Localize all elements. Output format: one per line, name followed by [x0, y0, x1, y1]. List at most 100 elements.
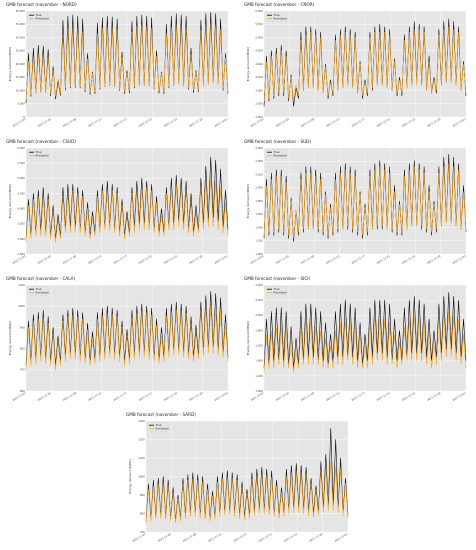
x-tick-label: 2021-11-09 — [300, 254, 315, 265]
x-tick-label: 2021-11-01 — [131, 532, 146, 543]
y-tick-label: 1200 — [138, 437, 145, 441]
y-tick-label: 1,000 — [255, 389, 263, 393]
legend-label: Predicted — [274, 154, 287, 158]
y-tick-label: 800 — [20, 347, 25, 351]
x-tick-label: 2021-11-25 — [283, 532, 298, 543]
y-tick-label: 800 — [140, 511, 145, 515]
legend-box — [27, 12, 48, 22]
y-tick-label: 1,400 — [255, 225, 263, 229]
legend-label: Predicted — [36, 154, 49, 158]
legend-label: Predicted — [156, 427, 169, 431]
chart-title: GMB forecast (november - CNOR) — [244, 2, 315, 7]
chart-cnor: 2,000 2,500 3,000 3,500 4,000 4,500 5,000 5,500… — [246, 9, 467, 128]
x-tick-label: 2021-11-09 — [62, 117, 77, 128]
y-tick-label: 1300 — [138, 419, 145, 423]
y-tick-label: 3,000 — [255, 88, 263, 92]
x-tick-label: 2021-11-13 — [325, 254, 340, 265]
legend-label: Predicted — [274, 17, 287, 21]
x-tick-label: 2021-11-21 — [376, 391, 391, 402]
series-line-true — [263, 292, 467, 369]
y-tick-label: 6,000 — [17, 146, 25, 150]
legend-label: Predicted — [36, 291, 49, 295]
y-tick-label: 1,800 — [255, 199, 263, 203]
x-tick-label: 2021-11-25 — [163, 391, 178, 402]
y-axis-label: Energy demand [MWh] — [246, 321, 250, 356]
chart-title: GMB forecast (november - SUD) — [244, 139, 312, 144]
y-tick-label: 5,500 — [17, 161, 25, 165]
legend-box — [147, 422, 168, 432]
x-tick-label: 2021-11-05 — [275, 117, 290, 128]
y-tick-label: 4,000 — [255, 62, 263, 66]
legend-box — [27, 286, 48, 296]
legend-box — [265, 286, 286, 296]
x-tick-label: 2021-11-17 — [350, 391, 365, 402]
y-tick-label: 2,200 — [255, 298, 263, 302]
x-tick-label: 2021-11-17 — [350, 117, 365, 128]
chart-panel-sard: GMB forecast (november - SARD) 700 800 900… — [126, 412, 352, 545]
y-tick-label: 1100 — [138, 456, 145, 460]
y-tick-label: 1,600 — [255, 343, 263, 347]
y-tick-label: 3,000 — [17, 237, 25, 241]
y-tick-label: 10,000 — [16, 88, 25, 92]
y-tick-label: 5,500 — [255, 22, 263, 26]
x-tick-label: 2021-12-01 — [213, 391, 228, 402]
chart-panel-cnor: GMB forecast (november - CNOR) 2,000 2,50… — [244, 2, 470, 130]
y-tick-label: 700 — [140, 530, 145, 534]
x-tick-label: 2021-11-01 — [11, 391, 26, 402]
legend-box — [27, 149, 48, 159]
chart-cala: 600 700 800 900 1000 1100 2021-11-01 2021-11-05… — [8, 283, 229, 402]
legend-label: Predicted — [274, 291, 287, 295]
x-tick-label: 2021-11-17 — [232, 532, 247, 543]
y-tick-label: 1100 — [18, 283, 25, 287]
x-tick-label: 2021-11-21 — [376, 117, 391, 128]
y-tick-label: 2,000 — [255, 313, 263, 317]
x-tick-label: 2021-12-01 — [213, 254, 228, 265]
y-tick-label: 1,400 — [255, 359, 263, 363]
y-tick-label: 25,000 — [16, 49, 25, 53]
chart-csud: 2,500 3,000 3,500 4,000 4,500 5,000 5,500 6,000… — [8, 146, 229, 265]
x-tick-label: 2021-11-25 — [401, 391, 416, 402]
x-tick-label: 2021-12-01 — [213, 117, 228, 128]
x-tick-label: 2021-11-09 — [300, 391, 315, 402]
x-tick-label: 2021-11-17 — [112, 117, 127, 128]
y-tick-label: 2,200 — [255, 172, 263, 176]
y-tick-label: 2,000 — [255, 186, 263, 190]
series-line-predicted — [263, 26, 467, 102]
x-tick-label: 2021-11-09 — [62, 254, 77, 265]
y-tick-label: 4,000 — [17, 206, 25, 210]
legend-label: True — [273, 287, 280, 291]
series-line-true — [25, 156, 229, 240]
x-tick-label: 2021-11-05 — [37, 391, 52, 402]
x-tick-label: 2021-11-05 — [37, 254, 52, 265]
y-axis-label: Energy demand [MWh] — [246, 184, 250, 219]
x-tick-label: 2021-11-25 — [163, 117, 178, 128]
chart-title: GMB forecast (november - NORD) — [6, 2, 77, 7]
chart-title: GMB forecast (november - CSUD) — [6, 139, 76, 144]
y-tick-label: 15,000 — [16, 75, 25, 79]
x-tick-label: 2021-11-29 — [308, 532, 323, 543]
chart-title: GMB forecast (november - SICI) — [244, 276, 311, 281]
x-tick-label: 2021-11-09 — [62, 391, 77, 402]
series-line-predicted — [263, 311, 467, 373]
x-tick-label: 2021-11-09 — [182, 532, 197, 543]
y-tick-label: 1,200 — [255, 374, 263, 378]
y-axis-label: Energy demand [MWh] — [8, 321, 12, 356]
y-tick-label: 4,500 — [17, 191, 25, 195]
x-tick-label: 2021-11-09 — [300, 117, 315, 128]
x-tick-label: 2021-11-13 — [87, 254, 102, 265]
y-tick-label: 1,800 — [255, 328, 263, 332]
chart-nord: 0 5,000 10,000 15,000 20,000 25,000 30,000 35,0… — [8, 9, 229, 128]
x-tick-label: 2021-11-01 — [249, 117, 264, 128]
x-tick-label: 2021-11-17 — [350, 254, 365, 265]
x-tick-label: 2021-12-01 — [333, 532, 348, 543]
y-tick-label: 0 — [23, 115, 25, 119]
y-tick-label: 2,500 — [17, 252, 25, 256]
chart-panel-sud: GMB forecast (november - SUD) 1,000 1,200… — [244, 139, 470, 267]
y-tick-label: 4,500 — [255, 49, 263, 53]
y-tick-label: 900 — [140, 493, 145, 497]
x-tick-label: 2021-11-21 — [138, 117, 153, 128]
legend-label: Predicted — [36, 17, 49, 21]
y-tick-label: 1,600 — [255, 212, 263, 216]
